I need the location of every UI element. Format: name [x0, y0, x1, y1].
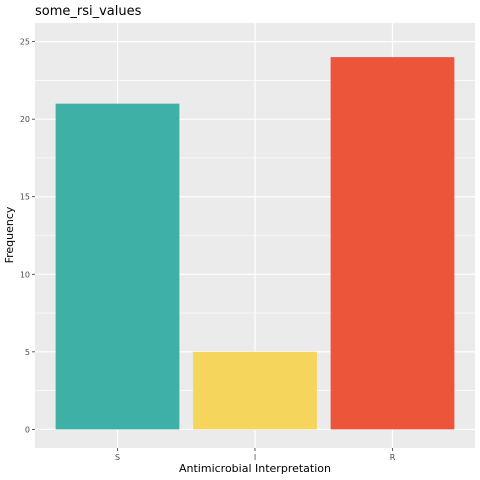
y-tick-label: 25 [20, 38, 30, 47]
y-tick-label: 0 [25, 425, 30, 434]
bar-S [55, 103, 180, 430]
bar-I [193, 351, 317, 430]
bars [55, 57, 455, 430]
x-tick-label: I [254, 453, 256, 462]
chart-title: some_rsi_values [35, 4, 142, 19]
y-tick-label: 20 [20, 115, 30, 124]
y-axis-ticks: 0 5 10 15 20 25 [20, 38, 35, 434]
y-tick-label: 10 [20, 270, 30, 279]
y-axis-title: Frequency [3, 206, 16, 263]
x-tick-label: S [115, 453, 120, 462]
bar-R [330, 57, 455, 430]
x-axis-title: Antimicrobial Interpretation [179, 462, 331, 475]
y-tick-label: 15 [20, 193, 30, 202]
y-tick-label: 5 [25, 348, 30, 357]
x-tick-label: R [390, 453, 396, 462]
